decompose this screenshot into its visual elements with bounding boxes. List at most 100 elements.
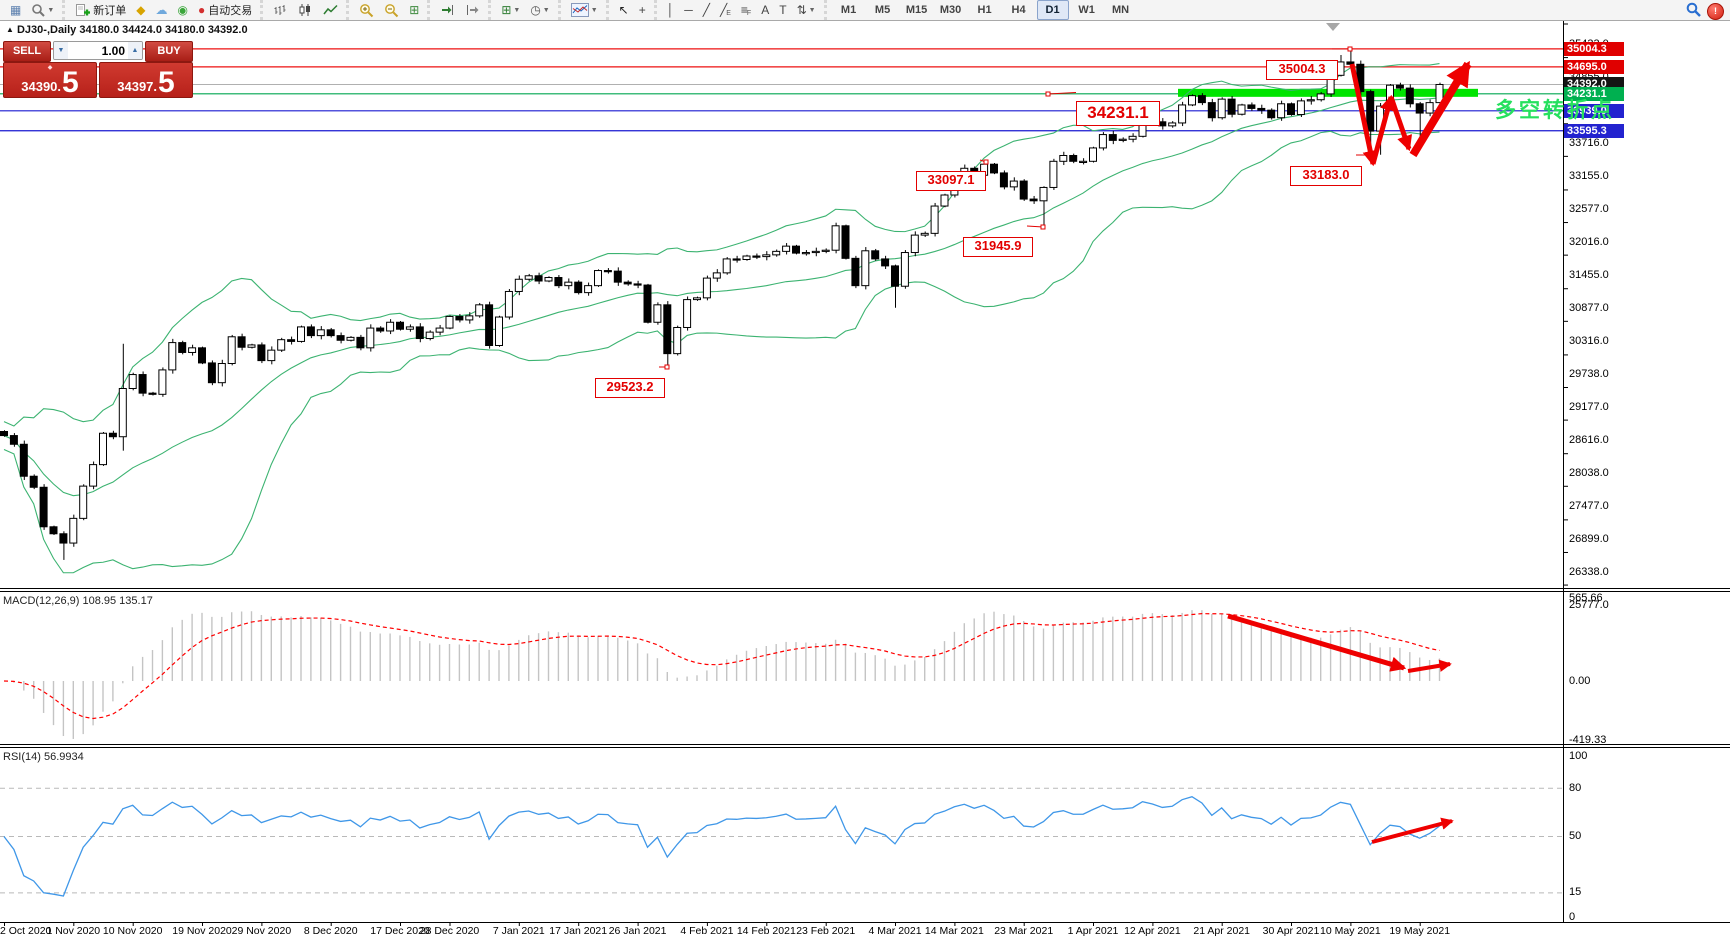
- bid-price-dot: .: [57, 79, 62, 94]
- date-tick-label: 4 Feb 2021: [680, 925, 734, 937]
- macd-arrows[interactable]: [1227, 613, 1407, 672]
- main-chart-arrows[interactable]: [1370, 94, 1396, 165]
- price-tick-label: 29177.0: [1569, 401, 1609, 413]
- ask-price-panel[interactable]: 34397 . 5: [99, 62, 193, 98]
- date-tick-label: 23 Feb 2021: [796, 925, 856, 937]
- vertical-line-icon[interactable]: │: [666, 3, 675, 17]
- main-chart-arrows[interactable]: [1349, 63, 1378, 167]
- arrows-icon[interactable]: ⇅ ▼: [796, 3, 816, 17]
- date-tick-label: 30 Apr 2021: [1262, 925, 1320, 937]
- price-tick-label: 33716.0: [1569, 137, 1609, 150]
- date-tick-label: 17 Dec 2020: [370, 925, 430, 937]
- price-callout-29523[interactable]: 29523.2: [595, 378, 665, 398]
- timeframe-m15[interactable]: M15: [905, 4, 928, 16]
- volume-decrease-button[interactable]: ▼: [54, 42, 68, 59]
- date-tick-label: 1 Nov 2020: [46, 925, 101, 937]
- date-tick-label: 7 Jan 2021: [492, 925, 545, 937]
- fibonacci-icon[interactable]: ≡ F: [740, 3, 752, 17]
- date-tick-label: 19 May 2021: [1389, 925, 1451, 937]
- rsi-tick-label: 100: [1569, 749, 1588, 762]
- timeframe-w1[interactable]: W1: [1078, 4, 1095, 16]
- price-tick-label: 30316.0: [1569, 334, 1609, 347]
- trend-arrows[interactable]: [1227, 60, 1472, 844]
- toolbar-group: ▼: [557, 0, 606, 20]
- timeframe-h1[interactable]: H1: [977, 4, 992, 16]
- chart-color-icon[interactable]: ◆: [136, 3, 146, 17]
- date-tick-label: 23 Mar 2021: [994, 925, 1054, 937]
- add-indicator-icon[interactable]: ⊞ ▼: [501, 3, 521, 17]
- zoom-out-icon[interactable]: [380, 0, 403, 20]
- mql5-community-icon[interactable]: ☁: [155, 3, 168, 17]
- text-icon[interactable]: A: [761, 3, 770, 17]
- tile-windows-icon[interactable]: ⊞: [409, 3, 420, 17]
- toolbar-group: [260, 0, 346, 20]
- rsi-arrows[interactable]: [1371, 817, 1454, 844]
- chart-shift-icon[interactable]: [461, 0, 484, 20]
- price-tick-label: 32016.0: [1569, 236, 1609, 249]
- period-icon[interactable]: ◷ ▼: [530, 3, 550, 17]
- toolbar-group: ⊞ ▼ ◷ ▼: [488, 0, 557, 20]
- ask-price-big-digit: 5: [158, 66, 175, 99]
- price-badge: 35004.3: [1564, 41, 1624, 56]
- rsi-indicator: [0, 787, 1563, 897]
- date-tick-label: 29 Nov 2020: [231, 925, 292, 937]
- macd-indicator: [3, 610, 1441, 739]
- rsi-tick-label: 80: [1569, 781, 1582, 794]
- price-tick-label: 32577.0: [1569, 203, 1609, 216]
- new-chart-icon[interactable]: ▦: [10, 3, 22, 17]
- date-tick-label: 14 Mar 2021: [924, 925, 984, 937]
- profiles-icon[interactable]: ▼: [27, 0, 58, 20]
- crosshair-icon[interactable]: +: [638, 3, 646, 17]
- equidistant-channel-icon[interactable]: ╱ E: [720, 3, 731, 17]
- macd-arrows[interactable]: [1407, 659, 1452, 673]
- timeframe-m5[interactable]: M5: [874, 4, 891, 16]
- search-icon[interactable]: [1686, 2, 1701, 20]
- zoom-in-icon[interactable]: [355, 0, 378, 20]
- widget-menu-icon[interactable]: ◆: [47, 65, 53, 71]
- notification-icon[interactable]: !: [1707, 2, 1724, 20]
- indicators-icon[interactable]: ▼: [567, 0, 602, 20]
- timeframe-d1[interactable]: D1: [1036, 0, 1069, 20]
- date-tick-label: 12 Apr 2021: [1124, 925, 1181, 937]
- buy-button[interactable]: BUY: [145, 41, 193, 62]
- price-callout-33183[interactable]: 33183.0: [1290, 166, 1362, 186]
- rsi-tick-label: 0: [1569, 910, 1576, 923]
- toolbar-right: !: [1686, 2, 1724, 20]
- rsi-tick-label: 50: [1569, 830, 1582, 842]
- chart-region: ▲ DJ30-,Daily 34180.0 34424.0 34180.0 34…: [0, 20, 1730, 939]
- horizontal-line-icon[interactable]: ─: [684, 3, 693, 17]
- turning-point-note[interactable]: 多空转折点: [1495, 99, 1615, 122]
- cursor-icon[interactable]: ↖: [618, 3, 629, 17]
- chart-canvas[interactable]: [0, 20, 1730, 939]
- toolbar-group: │ ─ ╱ ╱ E ≡ F A T ⇅ ▼: [653, 0, 824, 20]
- price-callout-33097[interactable]: 33097.1: [916, 171, 986, 191]
- timeframe-m30[interactable]: M30: [939, 4, 962, 16]
- bid-price-panel[interactable]: ◆ 34390 . 5: [3, 62, 97, 98]
- signals-icon[interactable]: ◉: [177, 3, 188, 17]
- auto-scroll-icon[interactable]: [436, 0, 459, 20]
- new-order-button[interactable]: 新订单: [71, 0, 130, 20]
- price-callout-34231[interactable]: 34231.1: [1076, 101, 1160, 126]
- volume-increase-button[interactable]: ▲: [128, 42, 142, 59]
- bar-chart-icon[interactable]: [269, 0, 292, 20]
- volume-input[interactable]: [68, 42, 128, 59]
- timeframe-h4[interactable]: H4: [1011, 4, 1026, 16]
- macd-tick-label: 0.00: [1569, 674, 1591, 687]
- price-callout-35004[interactable]: 35004.3: [1266, 60, 1338, 80]
- timeframe-mn[interactable]: MN: [1112, 4, 1130, 16]
- main-chart-arrows[interactable]: [1409, 60, 1472, 158]
- text-label-icon[interactable]: T: [779, 3, 787, 17]
- line-chart-icon[interactable]: [319, 0, 342, 20]
- main-chart-arrows[interactable]: [1388, 96, 1413, 152]
- timeframe-m1[interactable]: M1: [840, 4, 857, 16]
- auto-trading-button[interactable]: ● 自动交易: [198, 3, 253, 17]
- date-tick-label: 17 Jan 2021: [549, 925, 608, 937]
- candlestick-chart-icon[interactable]: [294, 0, 317, 20]
- price-badge: 34695.0: [1564, 59, 1624, 74]
- price-badge: 33595.3: [1564, 123, 1624, 138]
- sell-button[interactable]: SELL: [3, 41, 51, 62]
- ask-price-int: 34397: [117, 79, 154, 94]
- date-tick-label: 8 Dec 2020: [303, 925, 358, 937]
- price-callout-31945[interactable]: 31945.9: [963, 237, 1033, 257]
- trendline-icon[interactable]: ╱: [702, 3, 710, 17]
